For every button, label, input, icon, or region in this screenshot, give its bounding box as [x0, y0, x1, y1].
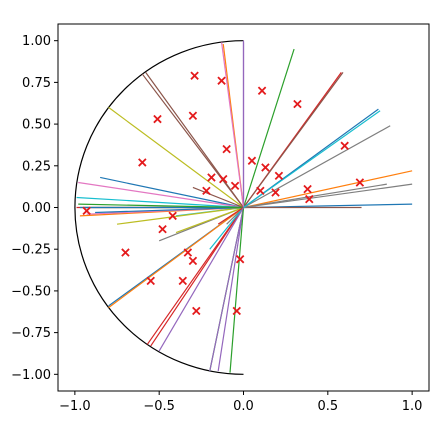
series-line-23	[229, 207, 245, 373]
y-tick-label: 0.25	[22, 159, 51, 174]
point-marker	[183, 248, 193, 257]
point-marker	[303, 184, 312, 194]
y-axis: 1.00 0.75 0.50 0.25 0.00 −0.25 −0.50 −0.75 −1.00	[11, 34, 58, 383]
y-tick-label: 0.00	[22, 201, 51, 216]
point-marker	[271, 188, 280, 197]
point-marker	[168, 211, 177, 221]
y-tick-label: 0.75	[22, 76, 51, 91]
series-line-30	[209, 207, 244, 250]
point-marker	[82, 206, 91, 216]
series-line-31	[95, 206, 244, 214]
series-line-37	[243, 110, 381, 208]
point-marker	[340, 141, 349, 151]
point-marker	[230, 181, 240, 191]
point-marker	[247, 156, 257, 166]
point-marker	[188, 111, 198, 120]
series-line-29	[116, 206, 244, 225]
series-line-6	[141, 73, 244, 208]
series-line-9	[108, 106, 244, 208]
point-marker	[158, 224, 167, 234]
point-marker	[219, 174, 228, 184]
point-marker	[257, 86, 267, 95]
series-line-34	[217, 206, 244, 225]
series-line-10	[76, 196, 244, 209]
point-marker	[256, 186, 265, 196]
y-tick-label: 1.00	[22, 34, 51, 49]
series-line-35	[158, 207, 245, 352]
series-line-22	[108, 207, 244, 309]
half-disk-arc	[74, 40, 244, 375]
point-marker	[305, 194, 314, 204]
series-line-7	[78, 181, 244, 209]
point-marker	[153, 114, 162, 124]
series-line-19	[175, 206, 244, 234]
series-line-15	[209, 207, 245, 372]
series-line-33	[78, 203, 244, 209]
series-line-24	[150, 207, 244, 347]
x-tick-label: −0.5	[143, 399, 175, 414]
y-tick-label: −0.50	[11, 284, 51, 299]
point-marker	[261, 163, 270, 172]
y-tick-label: −0.25	[11, 243, 51, 258]
point-marker	[178, 276, 188, 286]
point-marker	[293, 99, 302, 109]
x-tick-label: −1.0	[59, 399, 91, 414]
x-tick-label: 0.5	[317, 399, 338, 414]
point-marker	[222, 144, 231, 154]
series-line-27	[220, 42, 245, 208]
point-marker	[274, 171, 284, 181]
point-marker	[235, 254, 245, 264]
series-line-28	[243, 183, 387, 209]
y-tick-label: −0.75	[11, 326, 51, 341]
point-marker	[217, 76, 226, 85]
point-marker	[190, 71, 199, 80]
y-tick-label: 0.50	[22, 118, 51, 133]
point-marker	[355, 178, 365, 187]
y-tick-label: −1.00	[11, 368, 51, 383]
x-tick-label: 1.0	[402, 399, 423, 414]
x-tick-label: 0.0	[233, 399, 254, 414]
point-marker	[121, 248, 130, 257]
point-marker	[192, 306, 201, 316]
point-marker	[207, 173, 216, 182]
point-marker	[202, 186, 211, 196]
point-marker	[232, 306, 241, 316]
point-marker	[138, 158, 147, 167]
point-marker	[146, 276, 155, 286]
x-axis: −1.0 −0.5 0.0 0.5 1.0	[59, 391, 422, 414]
series-line-36	[192, 186, 244, 209]
point-marker	[188, 256, 198, 266]
